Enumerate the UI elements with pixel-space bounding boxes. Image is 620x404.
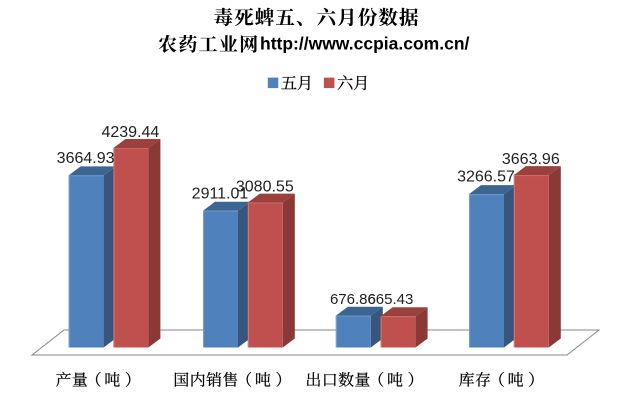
svg-text:2911.01: 2911.01 <box>192 185 249 202</box>
svg-text:3266.57: 3266.57 <box>457 169 515 186</box>
svg-text:665.43: 665.43 <box>367 291 413 308</box>
svg-text:http://www.ccpia.com.cn/: http://www.ccpia.com.cn/ <box>260 33 470 53</box>
svg-text:3080.55: 3080.55 <box>236 178 294 195</box>
svg-text:3664.93: 3664.93 <box>57 150 115 167</box>
svg-text:3663.96: 3663.96 <box>502 151 560 168</box>
svg-text:676.86: 676.86 <box>330 291 376 308</box>
svg-text:4239.44: 4239.44 <box>101 124 159 141</box>
